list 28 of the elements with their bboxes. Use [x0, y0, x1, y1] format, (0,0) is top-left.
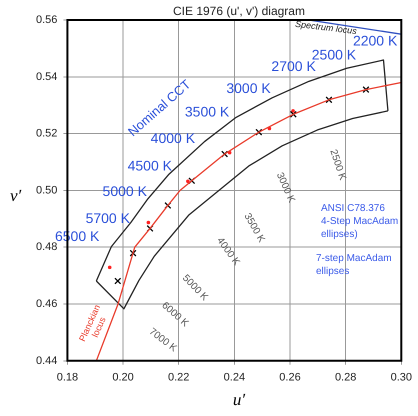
- annotation: 3000 K: [274, 170, 297, 205]
- x-tick-label: 0.18: [56, 371, 78, 384]
- chart-title: CIE 1976 (u', v') diagram: [172, 4, 306, 18]
- annotation: 5700 K: [86, 210, 131, 226]
- annotation: 3000 K: [226, 80, 272, 96]
- x-tick-label: 0.30: [390, 371, 412, 384]
- annotation: 3500 K: [242, 212, 267, 245]
- annotation: 7-step MacAdam ellipses: [316, 252, 392, 277]
- annotation: 2500 K: [327, 148, 348, 182]
- y-tick-label: 0.48: [36, 241, 58, 254]
- x-tick-label: 0.28: [334, 371, 356, 384]
- annotation: 5000 K: [102, 183, 148, 200]
- y-tick-label: 0.46: [36, 298, 58, 310]
- y-axis-title: v′: [10, 186, 22, 206]
- annotation: 4500 K: [128, 158, 173, 174]
- annotation: 3500 K: [184, 103, 230, 120]
- y-tick-label: 0.56: [36, 14, 58, 26]
- x-axis-title: u′: [232, 390, 246, 410]
- x-tick-label: 0.20: [112, 371, 134, 384]
- annotation: ANSI C78.376 4-Step MacAdam ellipses): [321, 202, 398, 240]
- y-tick-label: 0.44: [36, 354, 58, 367]
- annotation: Spectrum locus: [294, 18, 358, 36]
- y-tick-label: 0.52: [36, 128, 58, 140]
- x-tick-label: 0.24: [224, 371, 246, 384]
- x-tick-label: 0.22: [168, 371, 190, 384]
- x-tick-label: 0.26: [279, 371, 301, 384]
- y-tick-label: 0.50: [36, 184, 58, 196]
- y-tick-label: 0.54: [36, 70, 58, 83]
